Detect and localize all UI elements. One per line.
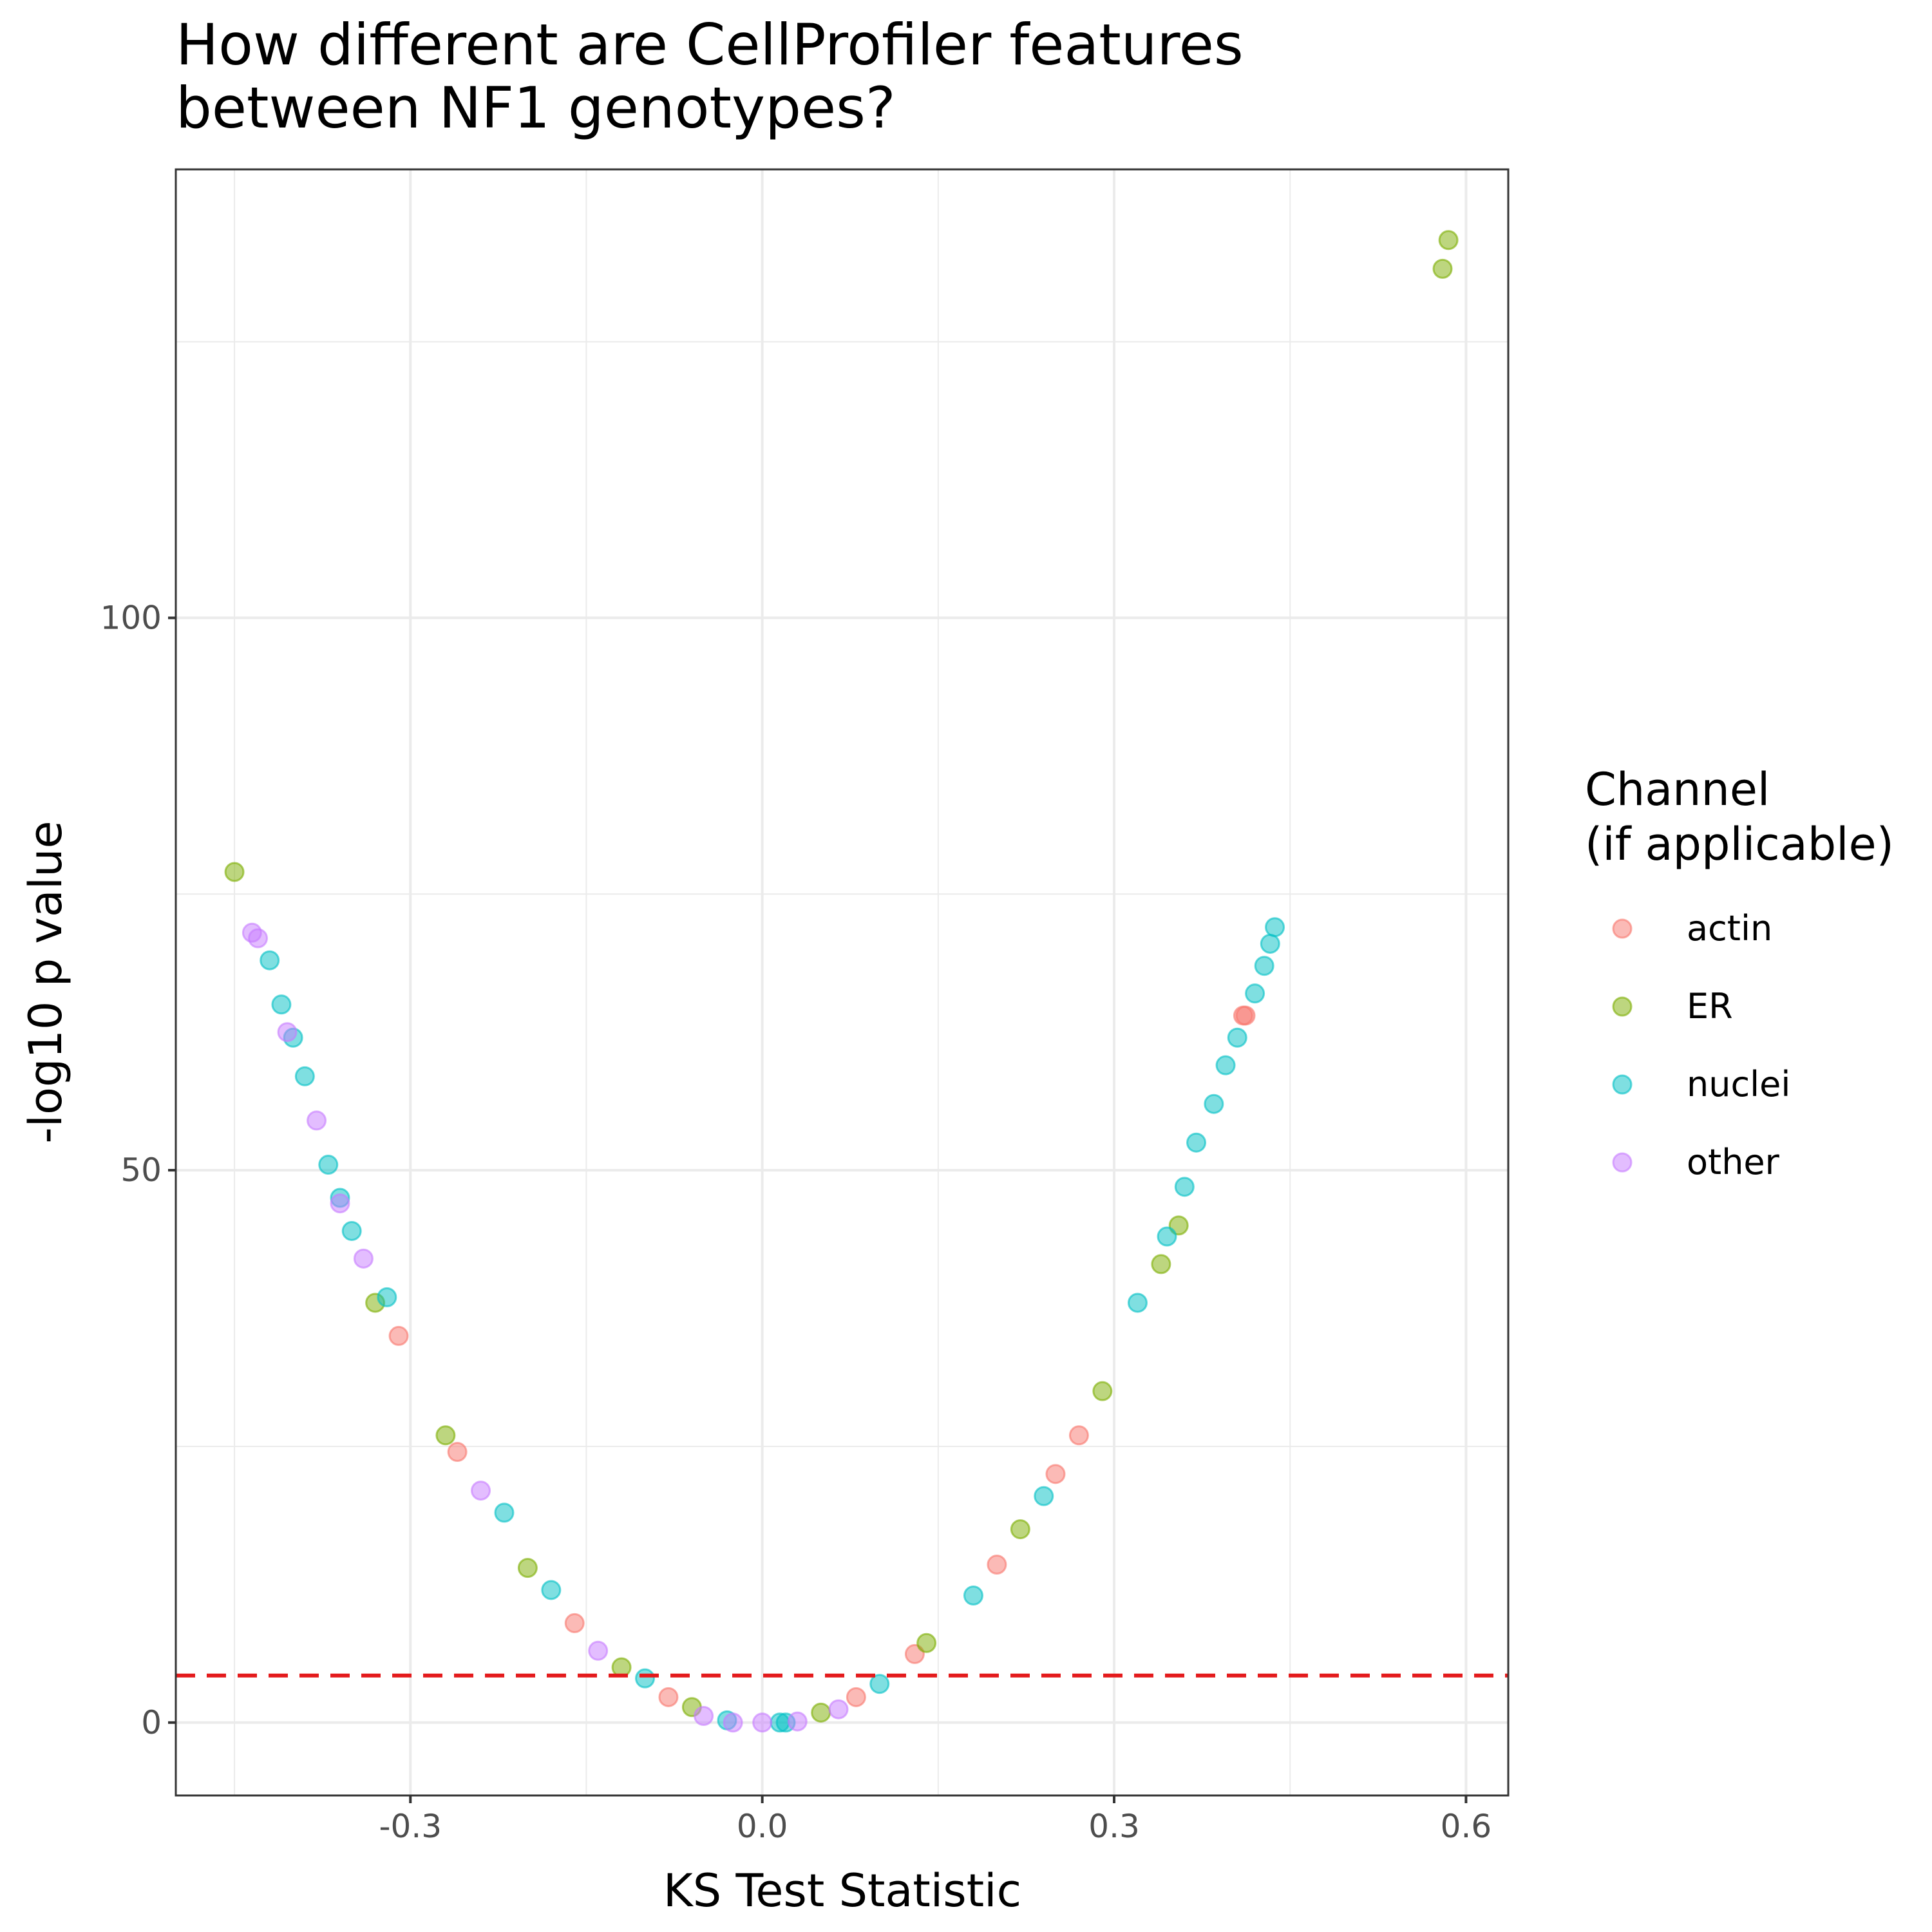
point [635,1668,656,1689]
point [1174,1177,1195,1197]
y-tick-label: 0 [141,1704,162,1741]
point [564,1613,585,1633]
point [1235,1005,1256,1026]
point [1010,1519,1030,1540]
point [260,950,280,971]
point [723,1712,743,1733]
point [541,1580,562,1600]
point [377,1287,397,1307]
point [811,1702,831,1723]
legend-key [1612,1152,1633,1173]
legend-key [1612,1074,1633,1095]
legend-title: Channel [1585,763,1770,816]
point [828,1699,849,1719]
panel-border [175,168,1510,1797]
legend-label: nuclei [1687,1064,1790,1104]
point [435,1425,456,1446]
point [658,1687,679,1707]
point [1157,1226,1177,1247]
point [1045,1464,1066,1484]
y-tick-label: 50 [120,1151,162,1189]
point [916,1633,937,1653]
chart-title: between NF1 genotypes? [176,75,896,141]
point [1151,1254,1171,1274]
point [588,1640,609,1661]
point [1034,1486,1054,1506]
point [1215,1055,1236,1075]
point [1204,1094,1224,1114]
point [318,1155,339,1175]
point [1260,933,1280,954]
point [471,1481,491,1501]
point [247,928,268,949]
point [1227,1027,1247,1048]
point [447,1442,468,1463]
point [353,1248,374,1269]
y-axis-title: -log10 p value [19,820,72,1143]
point [388,1325,409,1346]
point [846,1687,866,1707]
point [1432,258,1453,279]
point [1068,1425,1089,1446]
point [1265,917,1285,938]
point [694,1705,714,1726]
point [224,862,245,882]
point [1127,1293,1148,1313]
point [1092,1381,1113,1401]
point [1186,1132,1207,1153]
legend-label: ER [1687,986,1733,1027]
legend-label: actin [1687,908,1772,949]
point [330,1193,350,1214]
point [1438,230,1459,251]
point [517,1558,538,1578]
x-tick-label: 0.6 [1441,1808,1492,1845]
y-tick-label: 100 [100,599,162,636]
legend-title: (if applicable) [1585,818,1894,871]
legend-key [1612,918,1633,939]
point [307,1110,327,1131]
x-axis-title: KS Test Statistic [663,1864,1021,1917]
point [494,1502,515,1523]
x-tick-label: 0.0 [737,1808,788,1845]
legend-label: other [1687,1142,1780,1182]
point [341,1220,362,1241]
chart-title: How different are CellProfiler features [176,12,1244,78]
x-tick-label: 0.3 [1088,1808,1140,1845]
point [1245,983,1265,1004]
point [277,1022,298,1043]
point [869,1674,890,1694]
x-tick-label: -0.3 [379,1808,442,1845]
legend-key [1612,996,1633,1017]
point [1254,956,1274,976]
point [294,1066,315,1086]
point [963,1586,983,1606]
point [987,1554,1007,1575]
point [787,1711,808,1732]
point [752,1712,773,1733]
point [271,994,292,1015]
